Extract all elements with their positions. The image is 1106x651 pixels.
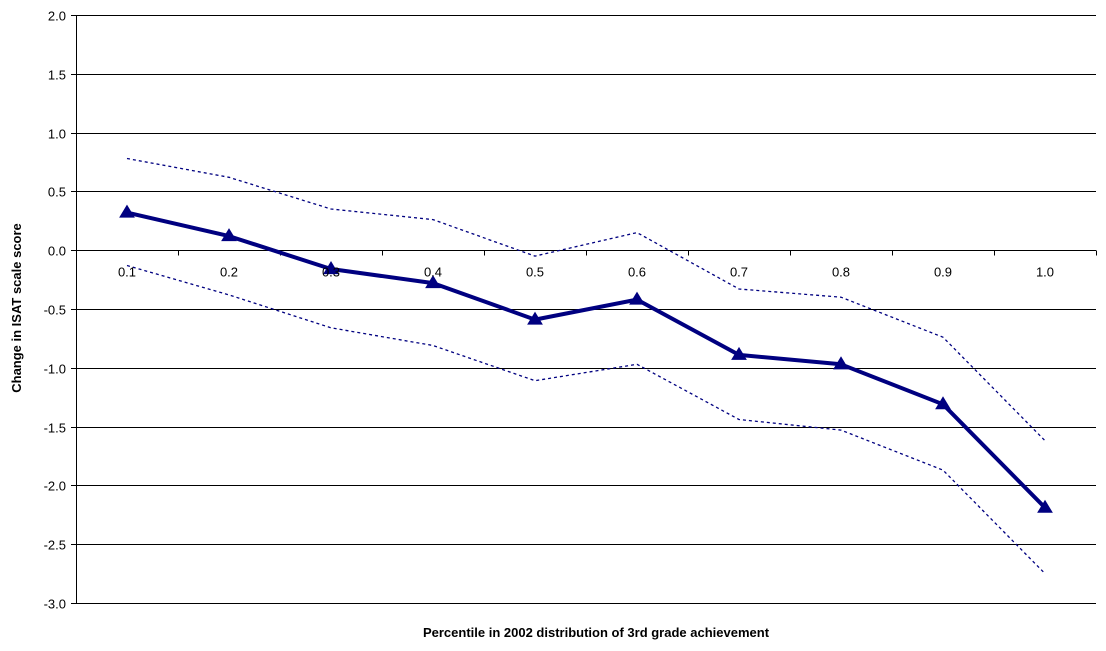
estimate-line [126, 210, 1047, 510]
triangle-marker [935, 396, 951, 410]
triangle-marker [221, 228, 237, 242]
triangle-marker [527, 311, 543, 325]
x-tick-label: 0.6 [628, 265, 646, 280]
y-tick-label: -0.5 [44, 303, 66, 318]
y-tick-label: -1.5 [44, 421, 66, 436]
upper-bound-line [126, 157, 1046, 442]
y-tick-label: -3.0 [44, 597, 66, 612]
y-tick-label: 1.0 [48, 127, 66, 142]
y-tick-label: 0.0 [48, 244, 66, 259]
triangle-marker [833, 356, 849, 370]
data-markers [119, 204, 1053, 513]
y-tick-label: -2.0 [44, 479, 66, 494]
triangle-marker [323, 261, 339, 275]
triangle-marker [119, 204, 135, 218]
x-tick-label: 0.9 [934, 265, 952, 280]
x-tick-label: 0.3 [322, 265, 340, 280]
y-tick-label: 0.5 [48, 185, 66, 200]
x-tick-label: 0.5 [526, 265, 544, 280]
y-tick-label: -2.5 [44, 538, 66, 553]
triangle-marker [425, 275, 441, 289]
y-axis-title: Change in ISAT scale score [9, 223, 24, 393]
x-axis-title: Percentile in 2002 distribution of 3rd g… [423, 625, 770, 640]
triangle-marker [731, 346, 747, 360]
tick-labels: 2.0 1.5 1.0 0.5 0.0 -0.5 -1.0 -1.5 -2.0 -2.5 -3.0 0… [44, 9, 1054, 612]
x-tick-label: 0.8 [832, 265, 850, 280]
x-tick-label: 0.4 [424, 265, 442, 280]
x-tick-label: 1.0 [1036, 265, 1054, 280]
lower-bound-line [126, 264, 1046, 575]
triangle-marker [1037, 499, 1053, 513]
x-tick-label: 0.1 [118, 265, 136, 280]
series-lines [126, 157, 1047, 575]
y-tick-label: 1.5 [48, 68, 66, 83]
x-tick-label: 0.7 [730, 265, 748, 280]
x-tick-label: 0.2 [220, 265, 238, 280]
y-tick-label: 2.0 [48, 9, 66, 24]
axes [71, 15, 1097, 604]
y-tick-label: -1.0 [44, 362, 66, 377]
triangle-marker [629, 291, 645, 305]
